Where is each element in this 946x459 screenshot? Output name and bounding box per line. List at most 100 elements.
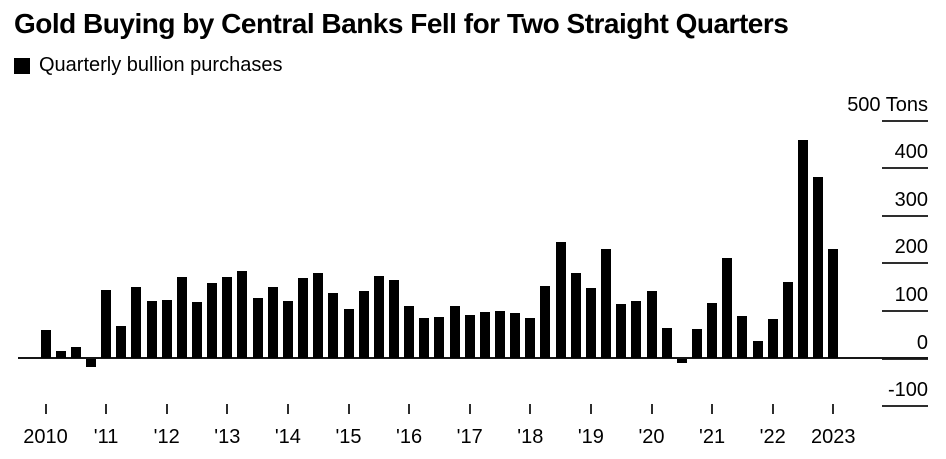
y-axis-label-500: 500 Tons bbox=[847, 93, 928, 116]
x-axis-tick-22 bbox=[771, 404, 774, 414]
y-axis-label-400: 400 bbox=[894, 141, 928, 164]
bar-2018-q3 bbox=[555, 241, 566, 359]
x-axis-tick-13 bbox=[226, 404, 229, 414]
bar-2018-q1 bbox=[525, 318, 536, 359]
x-axis-tick-14 bbox=[286, 404, 289, 414]
bar-2015-q3 bbox=[373, 275, 384, 359]
bar-2012-q4 bbox=[207, 282, 218, 359]
bar-2020-q1 bbox=[646, 291, 657, 359]
x-axis-label-19: '19 bbox=[577, 426, 604, 448]
bar-2022-q3 bbox=[798, 139, 808, 359]
bar-2016-q1 bbox=[404, 305, 415, 359]
y-gridline-400 bbox=[882, 167, 928, 170]
bar-2016-q3 bbox=[434, 316, 445, 359]
legend-label: Quarterly bullion purchases bbox=[39, 54, 283, 76]
x-axis-tick-12 bbox=[165, 404, 168, 414]
bar-2017-q4 bbox=[510, 313, 521, 359]
bar-2014-q4 bbox=[328, 293, 339, 359]
x-axis-tick-18 bbox=[529, 404, 532, 414]
bar-2016-q4 bbox=[449, 305, 460, 359]
x-axis-label-2023: 2023 bbox=[811, 426, 856, 448]
bar-2016-q2 bbox=[419, 318, 430, 359]
y-gridline-300 bbox=[882, 214, 928, 217]
x-axis-label-11: '11 bbox=[93, 426, 119, 448]
bar-2021-q3 bbox=[737, 315, 748, 359]
x-axis-tick-2010 bbox=[44, 404, 47, 414]
bar-2019-q4 bbox=[631, 301, 642, 359]
bar-2022-q1 bbox=[767, 318, 778, 359]
x-axis-tick-21 bbox=[711, 404, 714, 414]
y-axis-label-300: 300 bbox=[894, 188, 928, 211]
y-axis-label-200: 200 bbox=[894, 236, 928, 259]
bar-2018-q4 bbox=[570, 273, 581, 359]
x-axis-label-21: '21 bbox=[699, 426, 726, 448]
bar-2017-q2 bbox=[479, 312, 490, 359]
x-axis-label-14: '14 bbox=[274, 426, 301, 448]
x-axis-label-17: '17 bbox=[456, 426, 483, 448]
bar-2018-q2 bbox=[540, 285, 551, 359]
chart-title: Gold Buying by Central Banks Fell for Tw… bbox=[14, 8, 789, 39]
bar-2013-q3 bbox=[252, 297, 263, 359]
bar-2020-q2 bbox=[661, 327, 672, 359]
x-axis-label-2010: 2010 bbox=[23, 426, 68, 448]
bar-2012-q2 bbox=[176, 277, 187, 359]
bar-2014-q3 bbox=[313, 273, 324, 359]
bar-2010-q3 bbox=[70, 347, 81, 359]
y-axis-label-0: 0 bbox=[916, 331, 928, 354]
x-axis-label-12: '12 bbox=[153, 426, 180, 448]
bar-2021-q2 bbox=[722, 258, 733, 359]
bar-2014-q1 bbox=[282, 301, 293, 359]
bar-2019-q1 bbox=[585, 288, 596, 359]
bar-2014-q2 bbox=[298, 277, 309, 359]
y-gridline-500 bbox=[882, 119, 928, 122]
bar-2021-q1 bbox=[707, 303, 718, 359]
y-gridline-200 bbox=[882, 262, 928, 265]
bar-2023-q1 bbox=[828, 249, 839, 359]
bar-2020-q4 bbox=[691, 328, 702, 359]
y-gridline--100 bbox=[882, 405, 928, 408]
legend-swatch-icon bbox=[14, 57, 30, 74]
bar-2015-q1 bbox=[343, 308, 354, 359]
y-gridline-100 bbox=[882, 309, 928, 312]
bar-2011-q1 bbox=[101, 290, 112, 359]
y-axis-label--100: -100 bbox=[887, 379, 928, 402]
bar-2010-q4 bbox=[85, 358, 96, 368]
bar-2012-q1 bbox=[161, 299, 172, 359]
bar-2020-q3 bbox=[676, 358, 687, 364]
x-axis-tick-19 bbox=[589, 404, 592, 414]
bar-2013-q4 bbox=[267, 286, 278, 359]
bar-2019-q3 bbox=[616, 304, 627, 359]
bar-2013-q1 bbox=[222, 276, 233, 359]
bar-2011-q2 bbox=[116, 325, 127, 359]
bar-2013-q2 bbox=[237, 270, 248, 359]
bar-2010-q1 bbox=[40, 329, 51, 359]
bar-2017-q1 bbox=[464, 314, 475, 359]
bar-2012-q3 bbox=[192, 302, 202, 359]
bar-2015-q2 bbox=[358, 290, 369, 359]
x-axis-label-16: '16 bbox=[396, 426, 423, 448]
bar-2021-q4 bbox=[752, 341, 763, 359]
bar-2022-q2 bbox=[782, 282, 793, 359]
bar-2011-q4 bbox=[146, 300, 157, 359]
x-axis-tick-11 bbox=[105, 404, 108, 414]
x-axis-label-13: '13 bbox=[214, 426, 241, 448]
x-axis-label-22: '22 bbox=[759, 426, 786, 448]
x-axis-label-20: '20 bbox=[638, 426, 665, 448]
bar-2017-q3 bbox=[495, 311, 505, 359]
bar-2011-q3 bbox=[131, 286, 142, 359]
bar-2010-q2 bbox=[55, 351, 66, 359]
bar-2015-q4 bbox=[388, 280, 399, 359]
x-axis-tick-16 bbox=[408, 404, 411, 414]
bar-2019-q2 bbox=[601, 249, 612, 359]
x-axis-tick-17 bbox=[468, 404, 471, 414]
x-axis-label-18: '18 bbox=[517, 426, 544, 448]
x-axis-tick-15 bbox=[347, 404, 350, 414]
x-axis-tick-2023 bbox=[832, 404, 835, 414]
x-axis-label-15: '15 bbox=[335, 426, 362, 448]
x-axis-tick-20 bbox=[650, 404, 653, 414]
bar-2022-q4 bbox=[813, 176, 824, 359]
legend: Quarterly bullion purchases bbox=[14, 54, 282, 77]
y-axis-label-100: 100 bbox=[894, 283, 928, 306]
